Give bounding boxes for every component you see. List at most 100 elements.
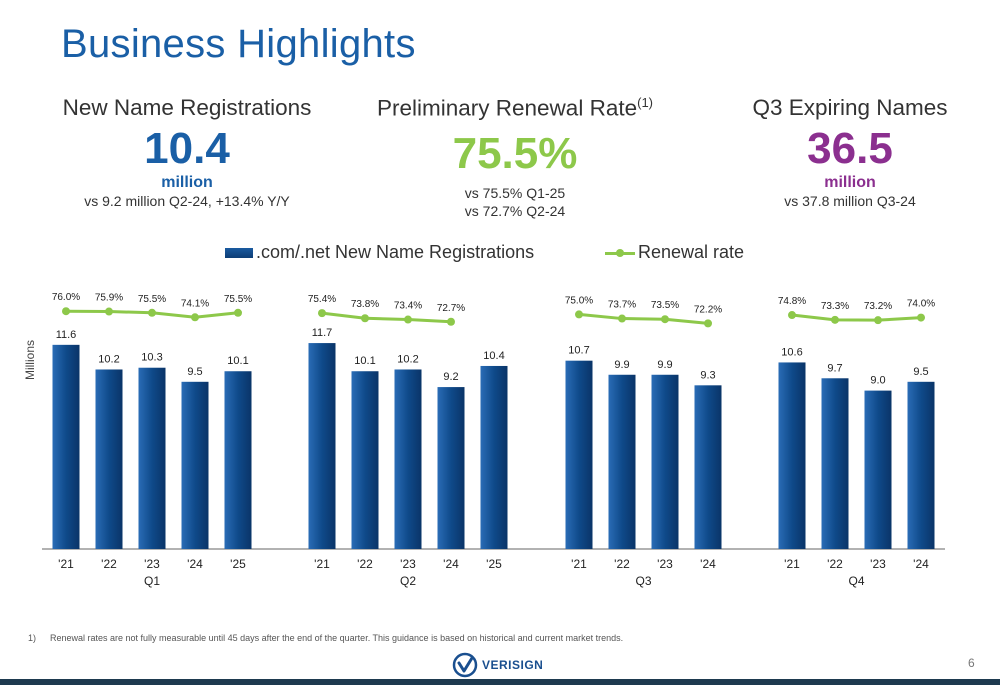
renewal-line (791, 313, 922, 322)
logo-wordmark: VERISIGN (482, 658, 544, 672)
bar (95, 369, 123, 549)
renewal-line (578, 312, 709, 325)
renewal-value-label: 73.7% (608, 300, 636, 311)
kpi-comparison: vs 37.8 million Q3-24 (784, 193, 916, 210)
renewal-value-label: 73.8% (351, 299, 379, 310)
bar (480, 365, 508, 549)
renewal-point (361, 314, 369, 323)
bar (308, 343, 336, 549)
renewal-value-label: 73.4% (394, 301, 422, 312)
quarter-label: Q1 (144, 574, 160, 588)
x-tick-label: '25 (486, 557, 502, 571)
x-tick-label: '21 (314, 557, 330, 571)
x-tick-label: '23 (870, 557, 886, 571)
bar-value-label: 9.9 (657, 359, 672, 371)
x-tick-label: '23 (657, 557, 673, 571)
renewal-point (404, 315, 412, 324)
y-axis-label: Millions (23, 340, 37, 380)
kpi-value: 10.4 (144, 124, 230, 173)
footnote: 1) Renewal rates are not fully measurable… (28, 633, 623, 643)
page-title: Business Highlights (61, 22, 416, 66)
renewal-point (704, 319, 712, 328)
page-number: 6 (968, 656, 975, 670)
x-tick-label: '23 (144, 557, 160, 571)
kpi-heading: New Name Registrations (62, 95, 312, 120)
renewal-value-label: 73.5% (651, 300, 679, 311)
renewal-point (618, 314, 626, 323)
bar (907, 381, 935, 549)
legend-renewal: Renewal rate (605, 242, 744, 263)
quarter-label: Q3 (635, 574, 651, 588)
kpi-comparison: vs 72.7% Q2-24 (464, 202, 566, 219)
bar-value-label: 9.3 (700, 369, 715, 381)
verisign-logo: VERISIGN (452, 652, 543, 678)
x-tick-label: '22 (614, 557, 630, 571)
renewal-point (191, 313, 199, 322)
quarter-label: Q4 (848, 574, 864, 588)
bar (694, 385, 722, 549)
verisign-check-icon (452, 652, 478, 678)
renewal-value-label: 74.1% (181, 298, 209, 309)
bar (224, 371, 252, 549)
bar (394, 369, 422, 549)
kpi-heading: Q3 Expiring Names (752, 95, 948, 120)
x-tick-label: '25 (230, 557, 246, 571)
bar-value-label: 11.6 (56, 329, 77, 341)
renewal-value-label: 75.9% (95, 293, 123, 304)
bar-value-label: 9.5 (187, 366, 202, 378)
x-tick-label: '21 (784, 557, 800, 571)
bar (565, 360, 593, 549)
bar-value-label: 11.7 (312, 327, 333, 339)
bar (52, 344, 80, 549)
kpi-expiring-names: Q3 Expiring Names 36.5 million vs 37.8 m… (735, 95, 965, 210)
x-tick-label: '24 (700, 557, 716, 571)
bar-value-label: 9.2 (443, 371, 458, 383)
legend-label: Renewal rate (638, 242, 745, 262)
bar (651, 374, 679, 549)
renewal-point (318, 309, 326, 318)
renewal-point (62, 307, 70, 316)
renewal-line (321, 311, 452, 324)
renewal-point (661, 315, 669, 324)
renewal-value-label: 73.2% (864, 301, 892, 312)
x-tick-label: '22 (357, 557, 373, 571)
renewal-value-label: 74.8% (778, 296, 806, 307)
bar (181, 381, 209, 549)
bar-value-label: 10.1 (227, 355, 248, 367)
x-tick-label: '22 (101, 557, 117, 571)
bar-value-label: 10.6 (781, 346, 802, 358)
kpi-renewal-rate: Preliminary Renewal Rate(1) 75.5% vs 75.… (355, 95, 675, 220)
bar-value-label: 10.1 (354, 355, 375, 367)
footnote-ref: (1) (637, 95, 653, 110)
bar (608, 374, 636, 549)
bar-value-label: 10.4 (483, 350, 504, 362)
x-tick-label: '24 (187, 557, 203, 571)
renewal-value-label: 74.0% (907, 299, 935, 310)
x-tick-label: '21 (58, 557, 74, 571)
kpi-value: 75.5% (452, 128, 578, 178)
renewal-value-label: 73.3% (821, 301, 849, 312)
renewal-point (874, 316, 882, 325)
renewal-value-label: 75.0% (565, 295, 593, 306)
kpi-new-registrations: New Name Registrations 10.4 million vs 9… (42, 95, 332, 210)
legend-registrations: .com/.net New Name Registrations (225, 242, 534, 263)
bar (864, 390, 892, 549)
kpi-unit: million (161, 174, 213, 192)
renewal-value-label: 75.4% (308, 294, 336, 305)
kpi-comparison: vs 75.5% Q1-25 (464, 184, 566, 201)
footer-bar (0, 679, 1000, 685)
legend-label: .com/.net New Name Registrations (256, 242, 535, 262)
bar-value-label: 10.7 (568, 345, 589, 357)
renewal-value-label: 75.5% (138, 294, 166, 305)
bar-value-label: 9.9 (614, 359, 629, 371)
x-tick-label: '24 (913, 557, 929, 571)
renewal-value-label: 72.7% (437, 303, 465, 314)
renewal-point (148, 308, 156, 317)
bar-value-label: 10.2 (98, 353, 119, 365)
renewal-point (105, 307, 113, 316)
bar (437, 387, 465, 549)
renewal-point (575, 310, 583, 319)
renewal-point (917, 313, 925, 322)
registrations-chart: Millions 11.6 '21 10.2 '22 10.3 '23 9.5 '24 10.1 '… (23, 292, 945, 588)
renewal-point (234, 308, 242, 317)
